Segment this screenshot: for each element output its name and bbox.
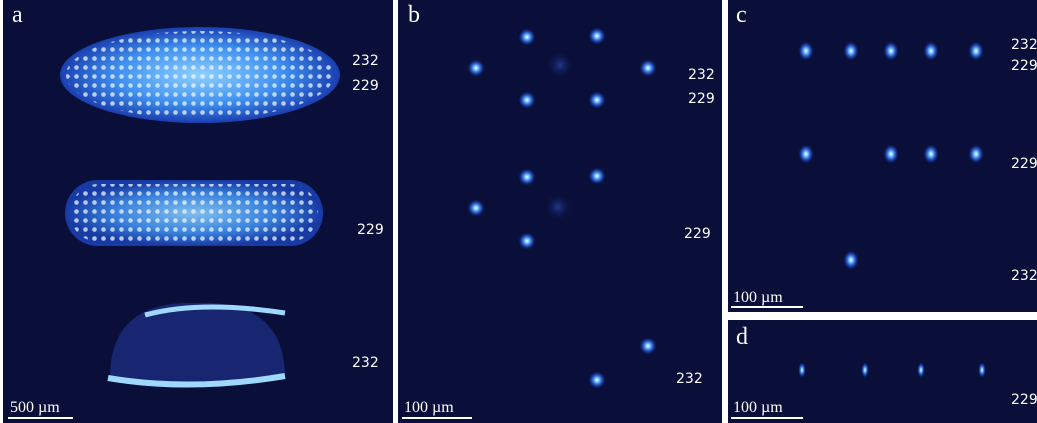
label: 232 bbox=[688, 67, 715, 83]
embryo-texture bbox=[70, 184, 318, 242]
fluorescent-spot bbox=[588, 167, 606, 185]
fluorescent-spot bbox=[467, 59, 485, 77]
panel-b: b 232 229 229 232 100 µm bbox=[398, 0, 722, 423]
fluorescent-spot bbox=[861, 362, 869, 378]
label: 229 bbox=[688, 91, 715, 107]
label: 232 bbox=[352, 355, 379, 371]
fluorescent-spot bbox=[639, 59, 657, 77]
fluorescent-spot bbox=[917, 362, 925, 378]
panel-letter: d bbox=[736, 324, 748, 350]
panel-d: d 229 100 µm bbox=[728, 320, 1037, 423]
scale-bar-label: 100 µm bbox=[404, 399, 454, 416]
fluorescent-spot bbox=[923, 144, 939, 164]
fluorescent-spot bbox=[798, 144, 814, 164]
label: 229 bbox=[357, 222, 384, 238]
fluorescent-spot bbox=[588, 371, 606, 389]
fluorescent-spot bbox=[923, 41, 939, 61]
panel-c: c 232 229 229 232 100 µm bbox=[728, 0, 1037, 312]
fluorescent-spot bbox=[883, 41, 899, 61]
fluorescent-spot bbox=[518, 28, 536, 46]
panel-letter: a bbox=[12, 2, 23, 28]
label: 232 bbox=[1011, 37, 1037, 53]
panel-letter: b bbox=[408, 2, 420, 28]
fluorescent-spot bbox=[798, 362, 806, 378]
scale-bar-label: 500 µm bbox=[10, 399, 60, 416]
fluorescent-spot bbox=[639, 337, 657, 355]
fluorescent-spot bbox=[978, 362, 986, 378]
fluorescent-spot bbox=[588, 27, 606, 45]
panel-a: a 232 229 229 232 500 µm bbox=[3, 0, 393, 423]
fluorescent-spot bbox=[843, 250, 859, 270]
fluorescent-spot bbox=[546, 51, 574, 79]
label: 229 bbox=[684, 226, 711, 242]
label: 229 bbox=[1011, 392, 1037, 408]
fluorescent-spot bbox=[518, 232, 536, 250]
label: 229 bbox=[1011, 58, 1037, 74]
fluorescent-spot bbox=[798, 41, 814, 61]
panel-letter: c bbox=[736, 2, 747, 28]
fluorescent-spot bbox=[843, 41, 859, 61]
scale-bar-label: 100 µm bbox=[733, 289, 783, 306]
label: 229 bbox=[1011, 156, 1037, 172]
label: 232 bbox=[676, 371, 703, 387]
label: 232 bbox=[1011, 268, 1037, 284]
figure: a 232 229 229 232 500 µm b 232 229 229 2… bbox=[0, 0, 1037, 423]
fluorescent-spot bbox=[518, 91, 536, 109]
fluorescent-spot bbox=[968, 144, 984, 164]
label: 229 bbox=[352, 78, 379, 94]
fluorescent-spot bbox=[467, 199, 485, 217]
fluorescent-spot bbox=[968, 41, 984, 61]
fluorescent-spot bbox=[883, 144, 899, 164]
embryo-texture bbox=[66, 31, 334, 119]
fluorescent-spot bbox=[518, 168, 536, 186]
panel-background bbox=[728, 0, 1037, 312]
fluorescent-spot bbox=[544, 193, 572, 221]
fluorescent-spot bbox=[588, 91, 606, 109]
label: 232 bbox=[352, 53, 379, 69]
scale-bar-label: 100 µm bbox=[733, 399, 783, 416]
